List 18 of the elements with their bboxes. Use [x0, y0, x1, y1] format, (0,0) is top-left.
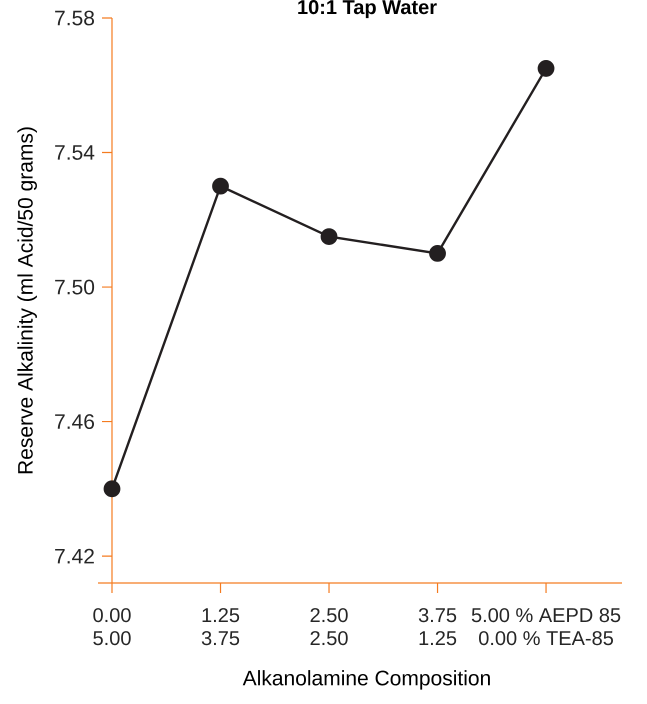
x-tick-label: 3.75 1.25 [418, 608, 456, 646]
point [320, 228, 338, 245]
point [104, 480, 120, 498]
point [538, 60, 554, 77]
chart-title: 10:1 Tap Water [298, 0, 437, 18]
x-tick-label: 0.00 5.00 [93, 608, 131, 646]
y-tick-label: 7.50 [55, 280, 94, 294]
x-tick-label: 1.25 3.75 [202, 608, 240, 646]
x-axis-title: Alkanolamine Composition [242, 670, 490, 690]
y-tick-label: 7.58 [55, 10, 94, 26]
x-tick-label: 2.50 2.50 [310, 608, 348, 646]
y-tick-label: 7.54 [55, 145, 94, 160]
point [212, 178, 229, 195]
y-axis-title: Reserve Alkalinity (ml Acid/50 grams) [17, 127, 37, 474]
point [429, 245, 446, 262]
y-tick-label: 7.42 [55, 548, 94, 564]
x-tick-label: 5.00 % AEPD 85 0.00 % TEA-85 [472, 608, 620, 646]
y-tick-label: 7.46 [55, 414, 94, 430]
